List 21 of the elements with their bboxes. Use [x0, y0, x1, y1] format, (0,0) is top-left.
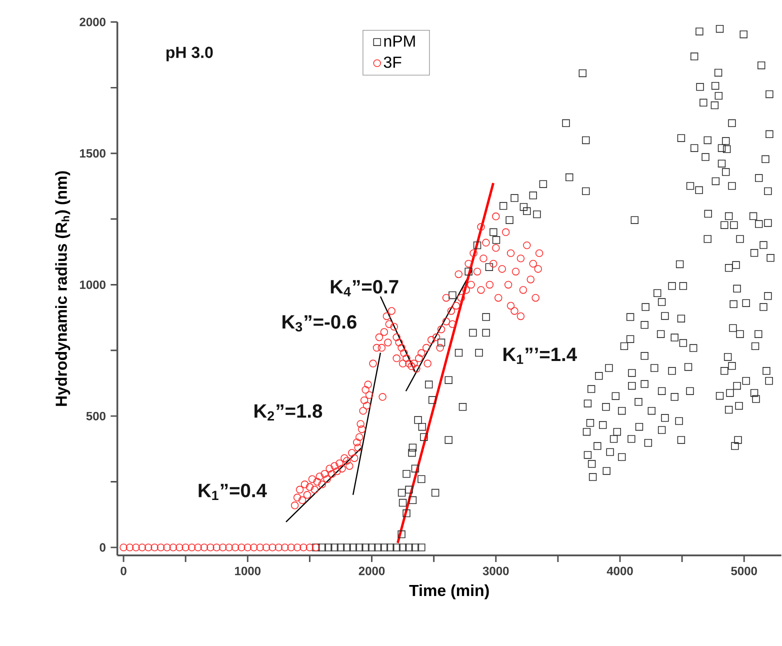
annotation: pH 3.0	[166, 46, 213, 62]
x-tick-label: 2000	[358, 566, 385, 576]
x-tick-label: 5000	[731, 566, 757, 576]
y-tick-label: 2000	[80, 18, 106, 26]
x-tick-label: 1000	[235, 566, 261, 576]
annotation: K$_{2}$”=1.8	[254, 404, 322, 421]
legend-label: 3F	[384, 56, 402, 68]
annotation: K$_{3}$”=-0.6	[282, 315, 356, 332]
y-tick-label: 500	[86, 412, 106, 420]
annotation: K$_{1}$”=0.4	[198, 484, 267, 500]
y-tick-label: 0	[100, 543, 106, 552]
x-tick-label: 4000	[606, 566, 633, 576]
x-tick-label: 0	[120, 566, 126, 576]
legend-label: nPM	[384, 36, 415, 47]
annotation: K$_{1}$”’=1.4	[504, 348, 577, 364]
x-axis-title: Time (min)	[409, 584, 489, 600]
y-axis-title: Hydrodynamic radius (R$_{h}$) (nm)	[55, 171, 70, 406]
x-tick-label: 3000	[482, 566, 509, 576]
annotation: K$_{4}$”=0.7	[330, 280, 398, 296]
y-tick-label: 1500	[80, 149, 106, 158]
y-tick-label: 1000	[80, 280, 106, 289]
